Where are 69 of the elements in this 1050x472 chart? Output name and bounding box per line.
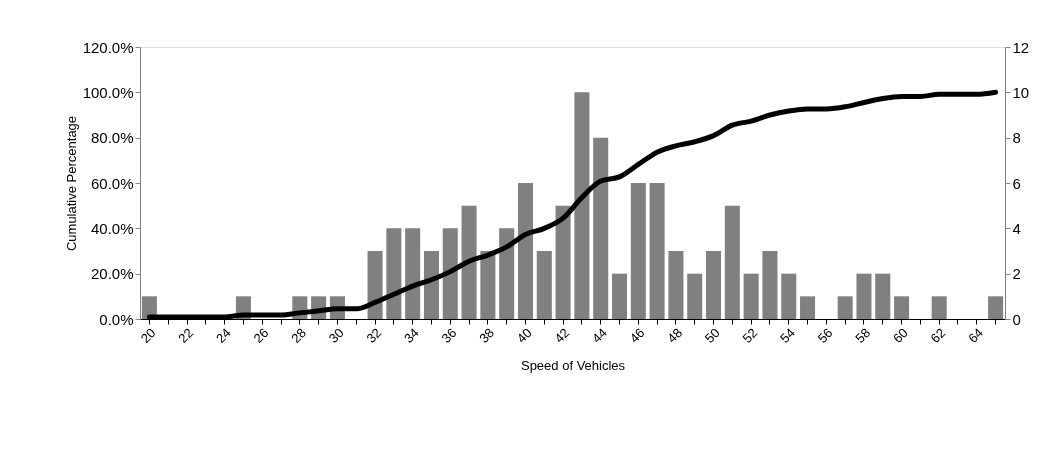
- y2-tick-label: 4: [1012, 219, 1021, 237]
- x-tick-label: 40: [513, 325, 535, 346]
- x-tick-label: 52: [739, 325, 761, 346]
- x-tick-label: 26: [250, 325, 272, 346]
- bar: [593, 137, 609, 319]
- bar: [574, 92, 590, 319]
- y2-tick-label: 10: [1012, 83, 1030, 101]
- x-tick-label: 24: [212, 325, 234, 346]
- bar: [386, 228, 402, 319]
- bar: [668, 251, 684, 319]
- y-tick-label: 60.0%: [90, 174, 134, 192]
- y-tick-label: 120.0%: [82, 38, 134, 56]
- bar: [517, 183, 534, 319]
- y-tick-label: 80.0%: [90, 129, 134, 147]
- x-tick-label: 46: [626, 325, 648, 346]
- x-tick-label: 56: [814, 325, 836, 346]
- bar: [781, 273, 797, 319]
- bar: [461, 205, 477, 319]
- bar: [423, 251, 439, 319]
- bar: [931, 296, 947, 319]
- x-tick-label: 20: [137, 325, 159, 346]
- bar: [894, 296, 910, 319]
- bar: [837, 296, 853, 319]
- bar: [856, 273, 872, 319]
- x-tick-label: 50: [701, 325, 723, 346]
- x-tick-label: 28: [288, 325, 310, 346]
- x-tick-label: 34: [401, 325, 422, 346]
- y2-tick-label: 0: [1012, 310, 1021, 328]
- bar: [630, 183, 646, 319]
- x-tick-label: 48: [664, 325, 686, 346]
- bar: [480, 251, 496, 319]
- bar: [611, 273, 628, 319]
- bar: [724, 205, 740, 319]
- bar: [988, 296, 1004, 319]
- y2-tick-label: 2: [1012, 265, 1021, 283]
- y-tick-label: 40.0%: [90, 219, 134, 237]
- y2-tick-label: 6: [1012, 174, 1021, 192]
- bar: [536, 251, 552, 319]
- bar: [442, 228, 458, 319]
- y-tick-label: 100.0%: [82, 83, 134, 101]
- bar: [499, 228, 515, 319]
- y-tick-label: 0.0%: [99, 310, 134, 328]
- x-tick-label: 38: [476, 325, 498, 346]
- bar: [875, 273, 891, 319]
- bar: [649, 183, 665, 319]
- bar: [687, 273, 703, 319]
- x-tick-label: 60: [889, 325, 911, 346]
- x-tick-label: 58: [852, 325, 874, 346]
- y2-tick-label: 8: [1012, 129, 1021, 147]
- x-axis-title: Speed of Vehicles: [520, 357, 626, 373]
- x-tick-label: 54: [777, 325, 798, 346]
- y2-tick-label: 12: [1012, 38, 1030, 56]
- bar: [405, 228, 421, 319]
- y-tick-label: 20.0%: [90, 265, 134, 283]
- bar: [367, 251, 383, 319]
- y-axis-title: Cumulative Percentage: [63, 115, 79, 252]
- x-tick-label: 36: [438, 325, 460, 346]
- x-tick-label: 42: [551, 325, 573, 346]
- bar: [706, 251, 722, 319]
- x-tick-label: 44: [589, 325, 610, 346]
- x-tick-label: 32: [363, 325, 385, 346]
- bar: [800, 296, 816, 319]
- x-tick-label: 22: [175, 325, 197, 346]
- bar: [555, 205, 571, 319]
- x-tick-label: 62: [927, 325, 949, 346]
- x-tick-label: 30: [325, 325, 347, 346]
- bar: [762, 251, 778, 319]
- x-tick-label: 64: [965, 325, 986, 346]
- bar: [743, 273, 759, 319]
